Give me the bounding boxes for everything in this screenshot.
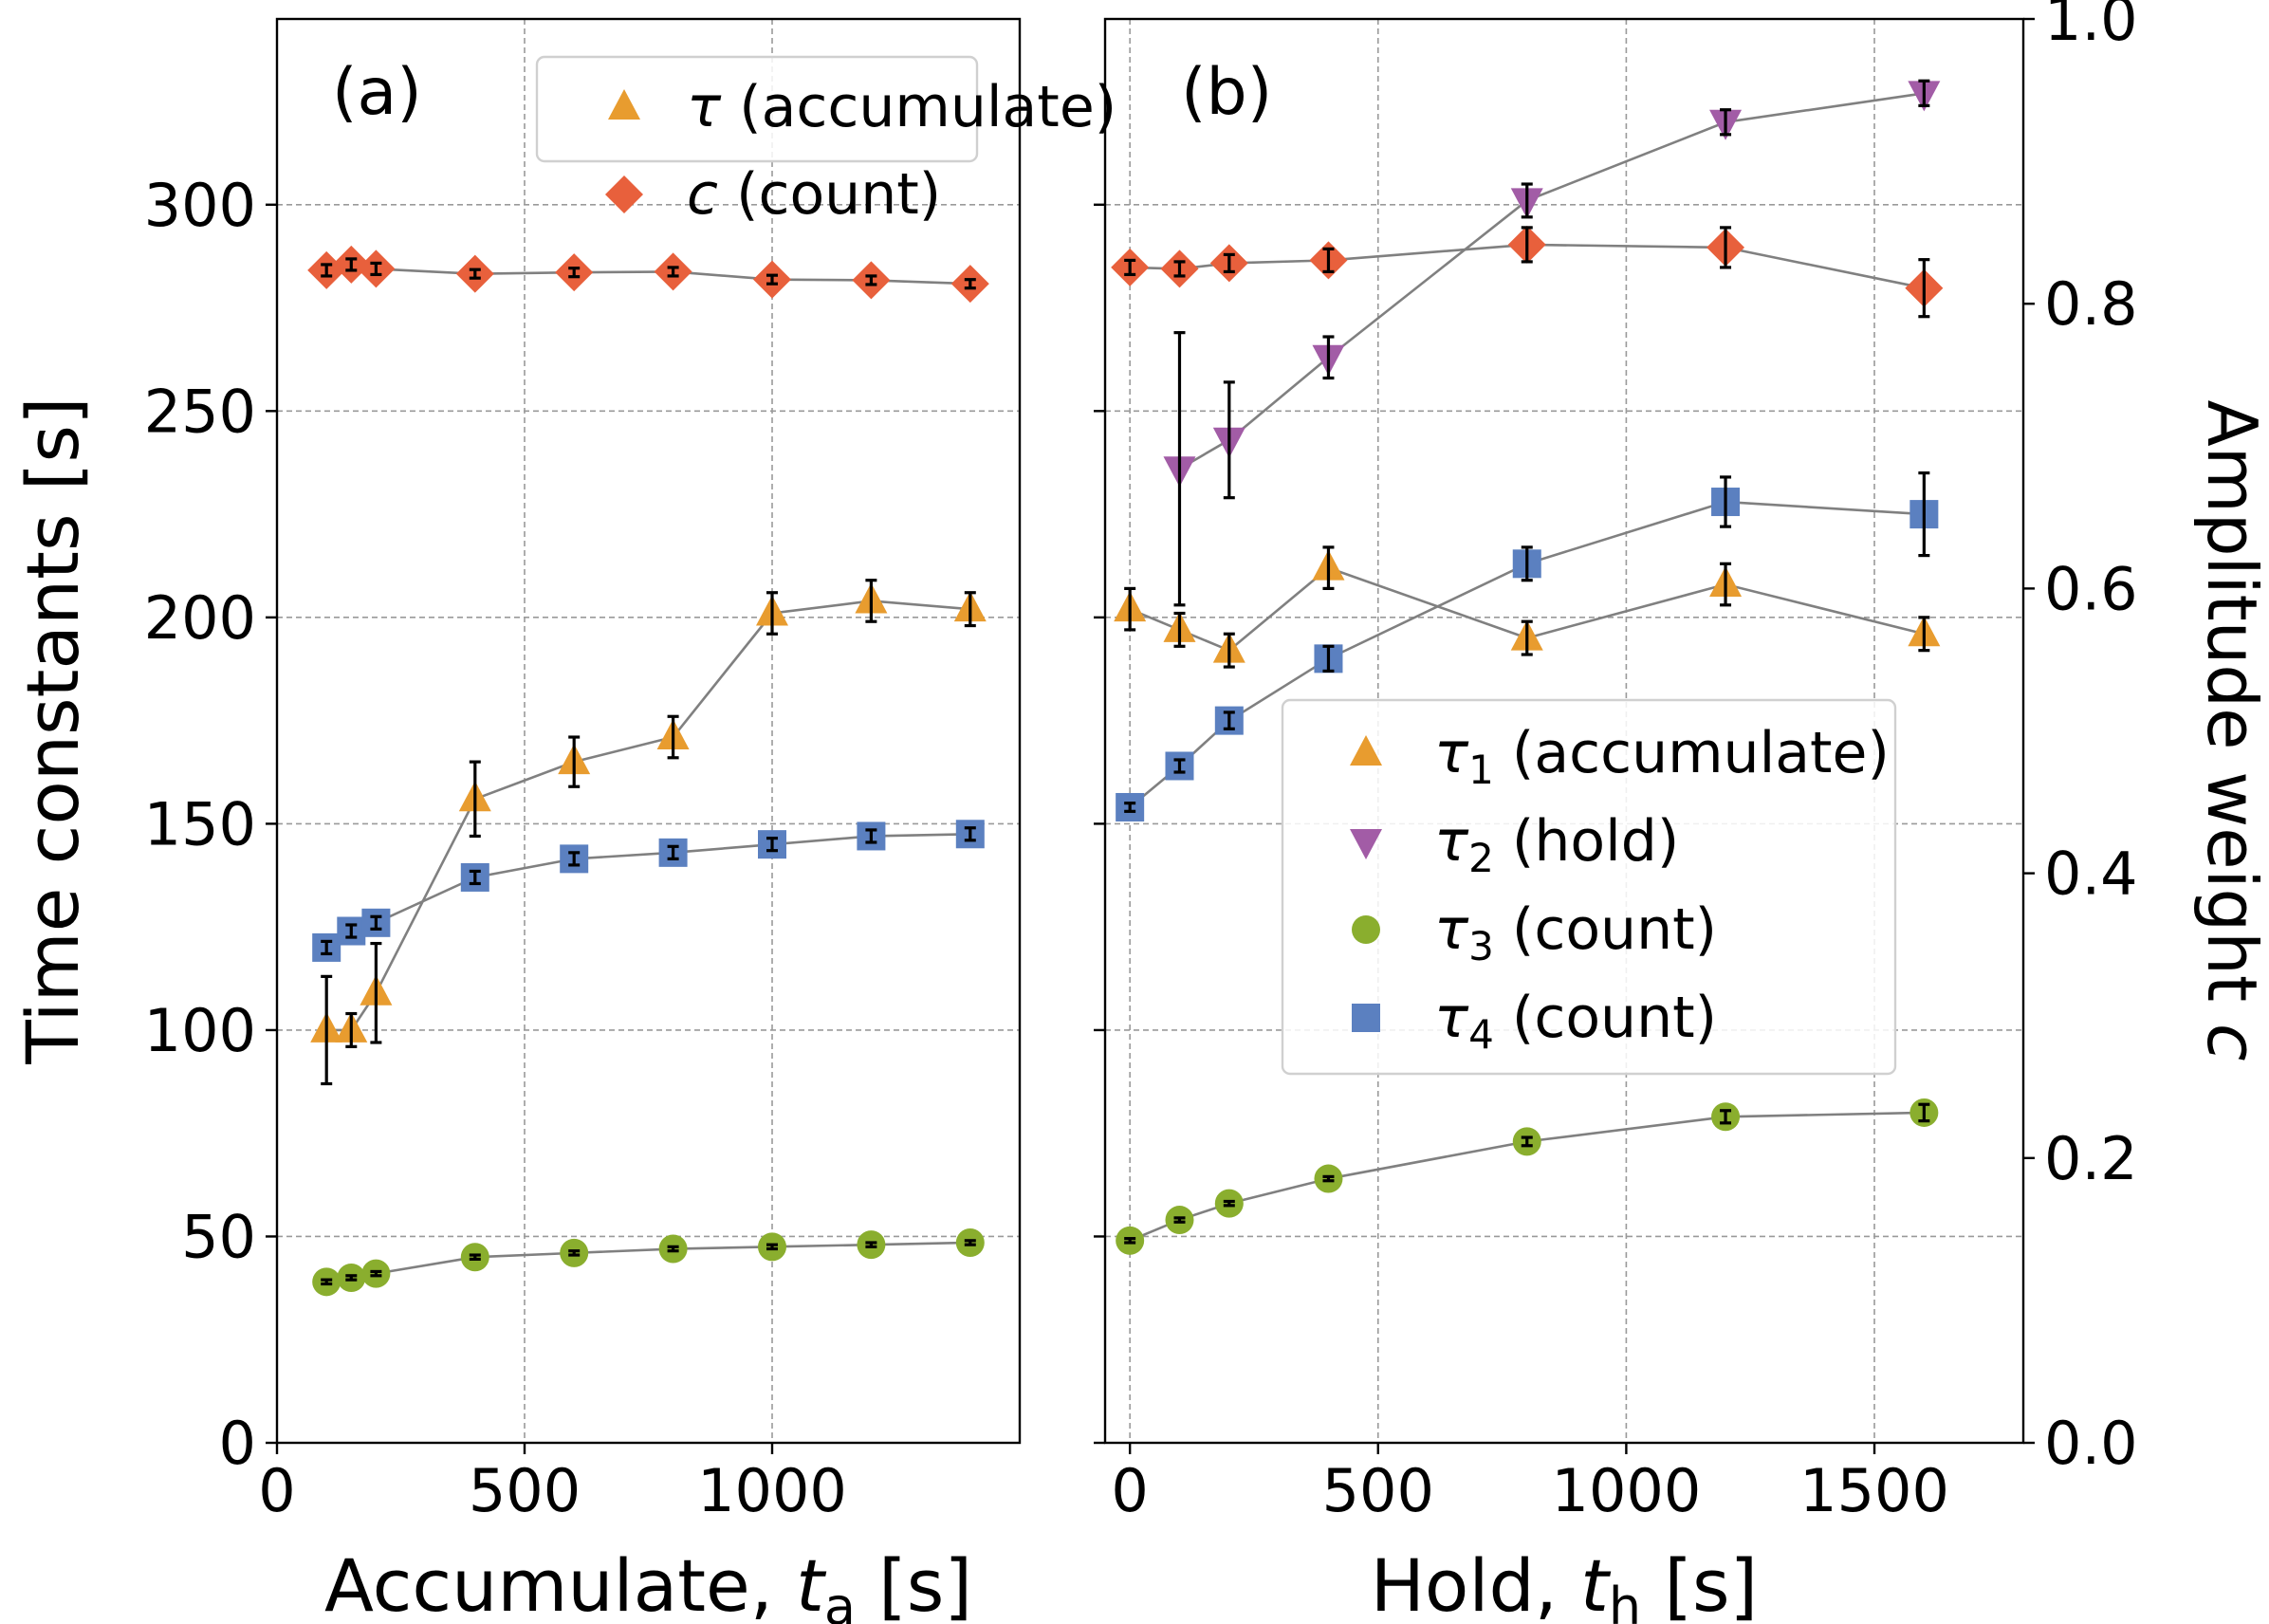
series-tau1: [1114, 545, 1941, 669]
legend-label-tau1: τ (accumulate): [687, 74, 1116, 140]
y2-tick-label: 0.4: [2044, 840, 2138, 909]
series-tau4: [312, 820, 985, 962]
x-tick-label: 1000: [1552, 1456, 1702, 1525]
y2-tick-label: 0.2: [2044, 1124, 2138, 1193]
x-tick-label: 500: [469, 1456, 581, 1525]
y-tick-label: 150: [144, 789, 256, 858]
y-tick-label: 300: [144, 171, 256, 240]
legend-frame: [1281, 698, 1897, 1076]
y-tick-label: 250: [144, 377, 256, 446]
legend-marker-tau4: [1352, 1004, 1380, 1032]
axis-labels: Time constants [s] Amplitude weight c: [10, 397, 2269, 1064]
y-tick-label: 0: [219, 1409, 256, 1478]
legend-label-tau3: τ3 (count): [1434, 896, 1717, 969]
panel-a-time-constants-vs-accumulate: 0 500 1000 0 50 100 150 200 250 300 (a) τ (accumula…: [144, 17, 1116, 1624]
x-tick-label: 1000: [697, 1456, 847, 1525]
x-axis-label: Accumulate, ta [s]: [324, 1543, 972, 1624]
series-c: [307, 245, 989, 304]
y-tick-label: 100: [144, 996, 256, 1065]
plot-frame: [275, 17, 1022, 1445]
series-tau3: [312, 1227, 985, 1297]
legend: τ (accumulate) c (count): [535, 55, 1116, 228]
x-tick-label: 1500: [1799, 1456, 1949, 1525]
legend-label-tau4: τ4 (count): [1434, 985, 1717, 1058]
panel-label: (b): [1181, 55, 1272, 130]
y-tick-label: 50: [181, 1202, 256, 1271]
x-tick-label: 500: [1322, 1456, 1434, 1525]
panel-label: (a): [332, 55, 422, 130]
legend-label-tau2: τ2 (hold): [1434, 808, 1679, 881]
plot-frame: [1103, 17, 2025, 1445]
y2-axis-label: Amplitude weight c: [2192, 399, 2269, 1061]
x-tick-label: 0: [1111, 1456, 1148, 1525]
panel-b-time-constants-vs-hold: 0 500 1000 1500 0.0 0.2 0.4 0.6 0.8 1.0 (b) τ1 (acc…: [1094, 0, 2138, 1624]
y2-tick-label: 0.0: [2044, 1409, 2138, 1478]
legend-marker-tau3: [1352, 915, 1380, 944]
legend-label-c: c (count): [687, 161, 941, 228]
legend-label-tau1: τ1 (accumulate): [1434, 720, 1890, 793]
series-tau4: [1116, 471, 1939, 821]
legend-marker-tau1: [1350, 735, 1382, 766]
y-tick-label: 200: [144, 583, 256, 653]
y2-tick-label: 0.8: [2044, 269, 2138, 339]
y2-tick-label: 1.0: [2044, 0, 2138, 54]
legend-marker-c: [605, 175, 643, 213]
series-line-tau2: [1178, 92, 1925, 471]
series-tau2: [1163, 79, 1941, 607]
legend-frame: [535, 55, 979, 163]
legend: τ1 (accumulate) τ2 (hold) τ3 (count) τ4 (co…: [1281, 698, 1897, 1076]
y2-tick-label: 0.6: [2044, 554, 2138, 623]
legend-marker-tau1: [608, 89, 640, 120]
legend-marker-tau2: [1350, 829, 1382, 859]
series-tau3: [1116, 1098, 1939, 1255]
series-tau1: [310, 579, 987, 1086]
series-c: [1111, 225, 1944, 319]
series-line-tau1: [326, 600, 970, 1032]
x-axis-label: Hold, th [s]: [1371, 1543, 1758, 1624]
y-axis-label: Time constants [s]: [10, 397, 95, 1064]
x-tick-label: 0: [258, 1456, 295, 1525]
series-line-tau4: [325, 832, 970, 949]
